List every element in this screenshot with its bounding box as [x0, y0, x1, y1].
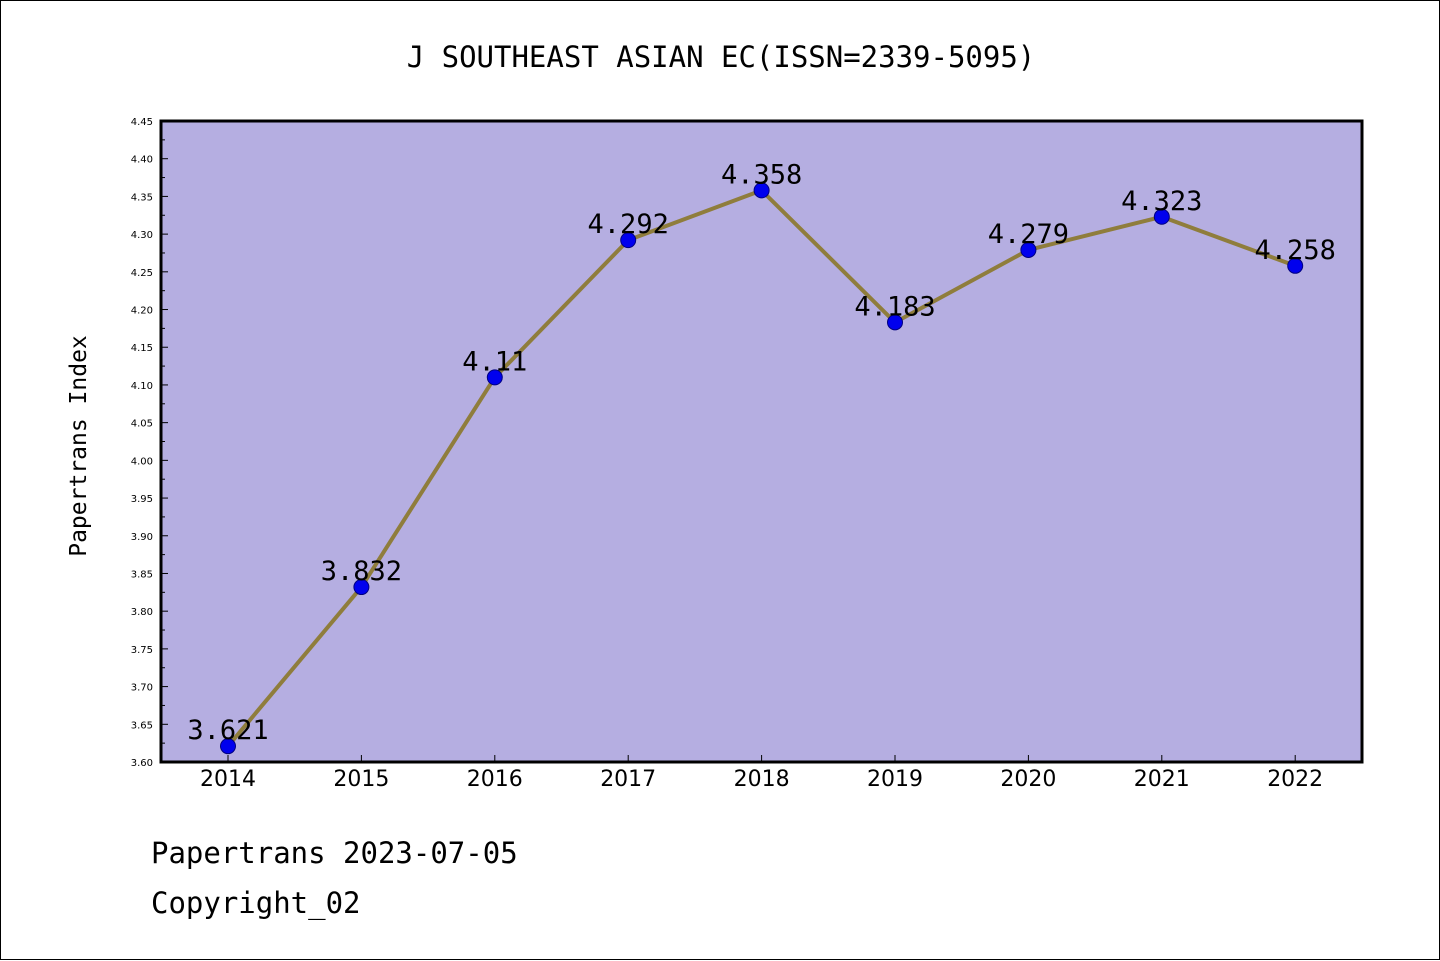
y-tick-label: 4.10 — [131, 381, 153, 392]
data-label: 4.323 — [1121, 186, 1202, 217]
data-label: 4.358 — [721, 159, 802, 190]
data-point-marker — [220, 738, 236, 755]
y-tick-label: 3.75 — [131, 645, 153, 656]
data-point-marker — [620, 232, 637, 249]
x-tick-label: 2015 — [333, 767, 389, 792]
y-tick-label: 4.20 — [131, 306, 153, 317]
footer-copyright: Copyright_02 — [151, 886, 361, 920]
data-label: 4.279 — [988, 219, 1069, 250]
y-tick-label: 3.95 — [131, 494, 153, 505]
y-tick-label: 3.70 — [131, 683, 153, 694]
y-tick-label: 3.65 — [131, 720, 153, 731]
data-label: 4.292 — [588, 209, 669, 240]
x-tick-label: 2016 — [467, 767, 523, 792]
y-tick-label: 4.30 — [131, 230, 153, 241]
data-label: 4.258 — [1255, 235, 1336, 266]
y-tick-label: 3.80 — [131, 607, 153, 618]
series-line-group: 3.621 3.832 4.11 4.292 4.358 4.183 4.279 4.323 4… — [187, 159, 1336, 755]
y-axis: 3.60 3.65 3.70 3.75 3.80 3.85 3.90 3.95 4.00 4.05… — [131, 117, 168, 769]
footer-date: Papertrans 2023-07-05 — [151, 836, 518, 870]
y-tick-label: 3.90 — [131, 532, 153, 543]
data-label: 3.832 — [321, 556, 402, 587]
x-tick-label: 2017 — [600, 767, 656, 792]
y-tick-label: 4.15 — [131, 343, 153, 354]
x-tick-label: 2022 — [1267, 767, 1323, 792]
y-tick-label: 4.45 — [131, 117, 153, 128]
y-tick-label: 4.25 — [131, 268, 153, 279]
data-label: 3.621 — [187, 715, 268, 746]
data-label: 4.11 — [462, 346, 527, 377]
y-tick-label: 4.00 — [131, 456, 153, 467]
x-tick-label: 2019 — [867, 767, 923, 792]
data-point-marker — [486, 369, 503, 386]
data-point-marker — [753, 182, 770, 199]
x-tick-label: 2014 — [200, 767, 256, 792]
y-tick-label: 4.05 — [131, 419, 153, 430]
x-tick-label: 2021 — [1134, 767, 1190, 792]
chart-title: J SOUTHEAST ASIAN EC(ISSN=2339-5095) — [407, 40, 1036, 74]
y-tick-label: 3.60 — [131, 758, 153, 769]
x-tick-label: 2018 — [734, 767, 790, 792]
data-point-marker — [1287, 257, 1304, 274]
plot-area — [159, 119, 1364, 764]
x-tick-label: 2020 — [1000, 767, 1056, 792]
data-point-marker — [887, 314, 903, 331]
data-label: 4.183 — [854, 291, 935, 322]
x-axis: 2014 2015 2016 2017 2018 2019 2020 2021 2022 — [200, 755, 1323, 792]
data-point-marker — [1020, 241, 1037, 258]
y-tick-label: 3.85 — [131, 569, 153, 580]
data-point-marker — [1153, 208, 1170, 225]
y-tick-label: 4.35 — [131, 192, 153, 203]
y-tick-label: 4.40 — [131, 155, 153, 166]
y-axis-label: Papertrans Index — [66, 335, 92, 557]
data-point-marker — [353, 579, 370, 596]
